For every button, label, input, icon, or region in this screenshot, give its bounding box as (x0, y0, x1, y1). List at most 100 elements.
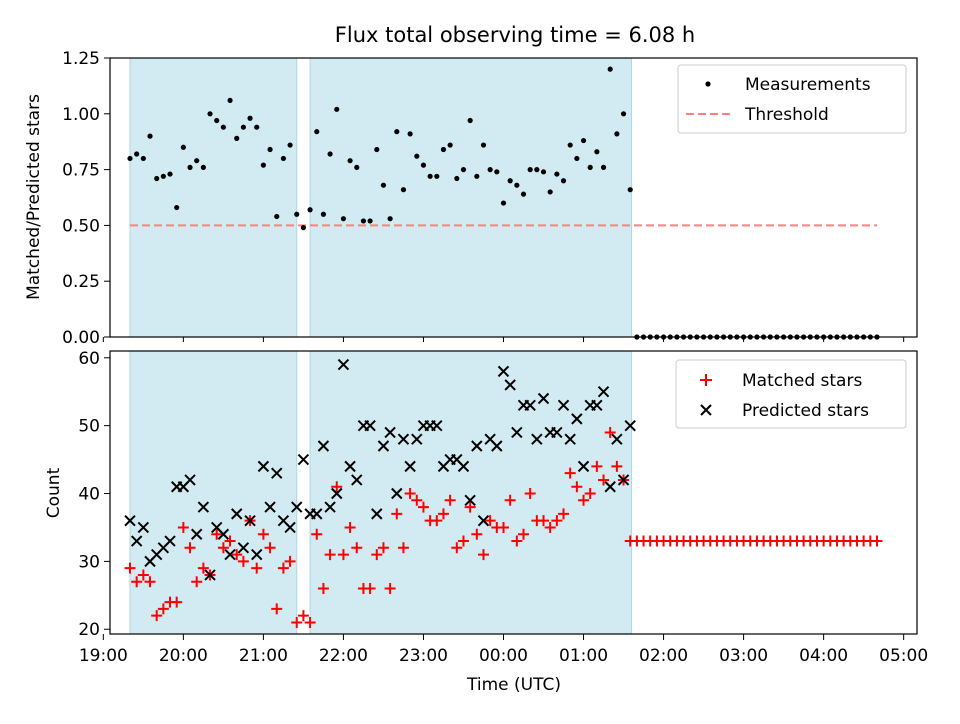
bottom-axes-frame (109, 350, 918, 635)
measurement-point (367, 218, 373, 224)
measurement-point (500, 200, 507, 206)
predicted-star-marker (324, 501, 336, 513)
matched-star-marker (297, 610, 309, 622)
measurement-point (560, 178, 567, 184)
predicted-star-marker (164, 535, 176, 547)
matched-star-marker (324, 549, 336, 561)
y-tick-label: 1.00 (62, 105, 100, 125)
measurement-point (494, 169, 500, 175)
matched-star-marker (371, 549, 383, 561)
predicted-star-marker (524, 399, 536, 412)
predicted-star-marker (337, 358, 350, 371)
x-tick-label: 19:00 (79, 646, 128, 666)
predicted-star-marker (617, 474, 630, 486)
matched-star-marker (417, 501, 429, 513)
x-tick-label: 02:00 (639, 646, 688, 666)
matched-star-marker (464, 501, 476, 513)
predicted-star-marker (297, 453, 310, 466)
measurement-point (554, 171, 560, 177)
matched-star-marker (604, 426, 616, 438)
measurement-point (207, 111, 213, 117)
matched-star-marker (364, 583, 376, 595)
measurement-point (174, 204, 180, 211)
y-tick-label: 0.50 (62, 216, 100, 236)
predicted-star-marker (257, 460, 270, 473)
matched-star-marker (177, 521, 189, 533)
matched-star-marker (131, 576, 143, 588)
observing-window (309, 57, 633, 338)
measurement-point (614, 131, 620, 137)
matched-star-marker (544, 521, 556, 533)
top-legend-box (677, 64, 907, 134)
predicted-stars-points (124, 358, 636, 581)
predicted-star-marker (291, 501, 303, 513)
measurement-point (380, 182, 387, 188)
measurement-point (147, 133, 153, 139)
predicted-star-marker (511, 426, 523, 439)
matched-star-marker (571, 481, 583, 493)
measurement-point (140, 155, 146, 162)
measurement-point (267, 146, 273, 153)
predicted-star-marker (571, 413, 583, 425)
matched-star-marker (124, 562, 136, 574)
predicted-star-marker (371, 508, 383, 520)
bottom-y-axis-label: Count (44, 467, 64, 518)
x-tick-label: 05:00 (879, 646, 928, 666)
measurement-point (574, 155, 580, 162)
matched-star-marker (291, 616, 303, 628)
measurement-point (387, 216, 393, 222)
measurement-point (580, 137, 587, 144)
measurement-point (607, 66, 613, 72)
predicted-star-marker (311, 508, 323, 520)
measurement-point (400, 187, 407, 193)
matched-star-marker (477, 549, 489, 561)
matched-star-marker (471, 528, 483, 540)
matched-star-marker (284, 555, 296, 567)
matched-star-marker (598, 474, 610, 486)
matched-star-marker (211, 528, 223, 540)
measurement-point (234, 135, 240, 141)
matched-star-marker (578, 494, 590, 506)
measurement-point (194, 158, 200, 164)
measurement-point (480, 142, 487, 148)
y-tick-label: 60 (78, 349, 100, 369)
measurement-point (620, 111, 627, 117)
x-tick-label: 20:00 (159, 646, 208, 666)
matched-star-marker (431, 515, 443, 527)
matched-star-marker (384, 583, 396, 595)
x-tick-label: 22:00 (319, 646, 368, 666)
measurement-point (474, 173, 480, 179)
predicted-star-marker (284, 521, 296, 534)
legend-measurements-label: Measurements (745, 75, 871, 95)
predicted-star-marker (137, 521, 150, 534)
measurement-point (220, 124, 226, 130)
x-tick-label: 01:00 (559, 646, 608, 666)
predicted-star-marker (611, 433, 623, 445)
observing-window (309, 350, 633, 635)
observing-window (129, 57, 298, 338)
matched-star-marker (277, 562, 289, 574)
predicted-star-marker (130, 535, 143, 547)
measurement-point (414, 153, 420, 159)
matched-star-marker (251, 562, 263, 574)
measurement-point (627, 187, 633, 193)
matched-star-marker (191, 576, 203, 588)
measurement-point (294, 211, 300, 217)
predicted-star-marker (364, 419, 376, 432)
measurement-point (200, 164, 206, 170)
matched-star-marker (457, 535, 469, 547)
matched-star-marker (344, 521, 356, 533)
top-y-ticks: 0.00 0.25 0.50 0.75 1.00 1.25 (62, 49, 110, 348)
predicted-star-marker (224, 548, 236, 561)
predicted-star-marker (537, 392, 550, 405)
bottom-panel: 20 30 40 50 60 19:00 20:00 21:00 22:00 23:00 00:0… (44, 349, 928, 695)
measurement-point (520, 191, 527, 197)
measurement-point (307, 207, 313, 213)
measurement-point (594, 149, 600, 155)
matched-star-marker (871, 535, 883, 547)
matched-star-marker (257, 528, 269, 540)
predicted-star-marker (251, 548, 263, 561)
matched-star-marker (451, 542, 463, 554)
matched-star-marker (511, 535, 523, 547)
matched-star-marker (564, 467, 576, 479)
